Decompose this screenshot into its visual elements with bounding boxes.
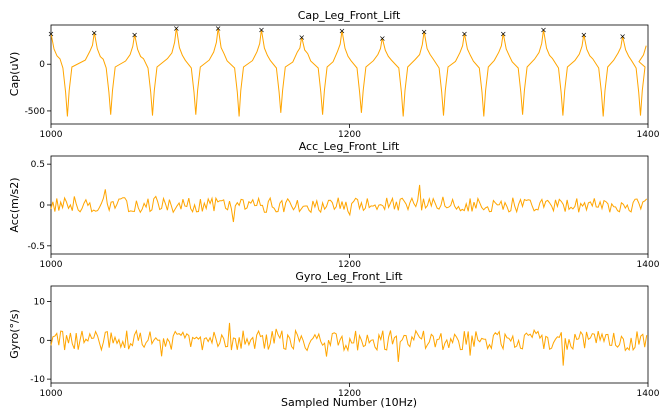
peak-marker: ×	[619, 32, 626, 41]
x-tick-label: 1400	[637, 130, 660, 140]
peak-marker: ×	[48, 29, 55, 38]
y-axis-label: Acc(m/s2)	[8, 177, 21, 232]
panel-acc: Acc_Leg_Front_Lift -0.5 0 0.5 1000 1200 1400…	[8, 140, 660, 270]
plot-area-border	[50, 24, 649, 125]
peak-marker: ×	[461, 29, 468, 38]
series-group	[50, 322, 648, 366]
peak-marker: ×	[215, 24, 222, 33]
y-tick-label: -500	[25, 107, 46, 117]
panel-cap: Cap_Leg_Front_Lift × × × × × × × × × × × × × × × -500 0…	[8, 9, 660, 140]
y-tick-label: 10	[34, 298, 46, 308]
x-tick-label: 1000	[40, 130, 63, 140]
x-tick-label: 1000	[40, 260, 63, 270]
y-tick-label: 0	[39, 336, 45, 346]
series-group	[50, 184, 648, 223]
peak-marker: ×	[173, 24, 180, 33]
peak-marker: ×	[421, 28, 428, 37]
peak-markers: × × × × × × × × × × × × × × ×	[48, 24, 626, 43]
peak-marker: ×	[258, 26, 265, 35]
panel-title: Cap_Leg_Front_Lift	[298, 9, 401, 22]
panel-title: Acc_Leg_Front_Lift	[299, 140, 400, 153]
x-ticks: 1000 1200 1400	[40, 383, 660, 399]
x-ticks: 1000 1200 1400	[40, 254, 660, 270]
y-tick-label: 0.5	[31, 160, 45, 170]
y-ticks: -10 0 10	[30, 298, 51, 385]
y-tick-label: 0	[39, 201, 45, 211]
x-tick-label: 1400	[637, 389, 660, 399]
peak-marker: ×	[379, 34, 386, 43]
x-tick-label: 1200	[338, 260, 361, 270]
y-ticks: -0.5 0 0.5	[27, 160, 51, 252]
y-tick-label: -10	[30, 375, 45, 385]
x-tick-label: 1400	[637, 260, 660, 270]
y-axis-label: Cap(uV)	[8, 52, 21, 96]
panel-title: Gyro_Leg_Front_Lift	[295, 270, 403, 283]
peak-marker: ×	[131, 30, 138, 39]
x-tick-label: 1200	[338, 389, 361, 399]
peak-marker: ×	[540, 26, 547, 35]
peak-marker: ×	[298, 33, 305, 42]
peak-marker: ×	[580, 30, 587, 39]
peak-marker: ×	[91, 28, 98, 37]
series-line	[50, 27, 647, 117]
series-line	[50, 322, 648, 366]
y-ticks: -500 0	[25, 60, 51, 117]
y-tick-label: 0	[39, 60, 45, 70]
peak-marker: ×	[500, 29, 507, 38]
plot-area-border	[50, 155, 649, 255]
x-axis-label: Sampled Number (10Hz)	[281, 396, 417, 409]
y-tick-label: -0.5	[27, 242, 45, 252]
x-ticks: 1000 1200 1400	[40, 124, 660, 140]
x-tick-label: 1200	[338, 130, 361, 140]
peak-marker: ×	[339, 27, 346, 36]
x-tick-label: 1000	[40, 389, 63, 399]
series-group	[50, 27, 647, 117]
series-line	[50, 184, 648, 223]
y-axis-label: Gyro(°/s)	[8, 309, 21, 359]
